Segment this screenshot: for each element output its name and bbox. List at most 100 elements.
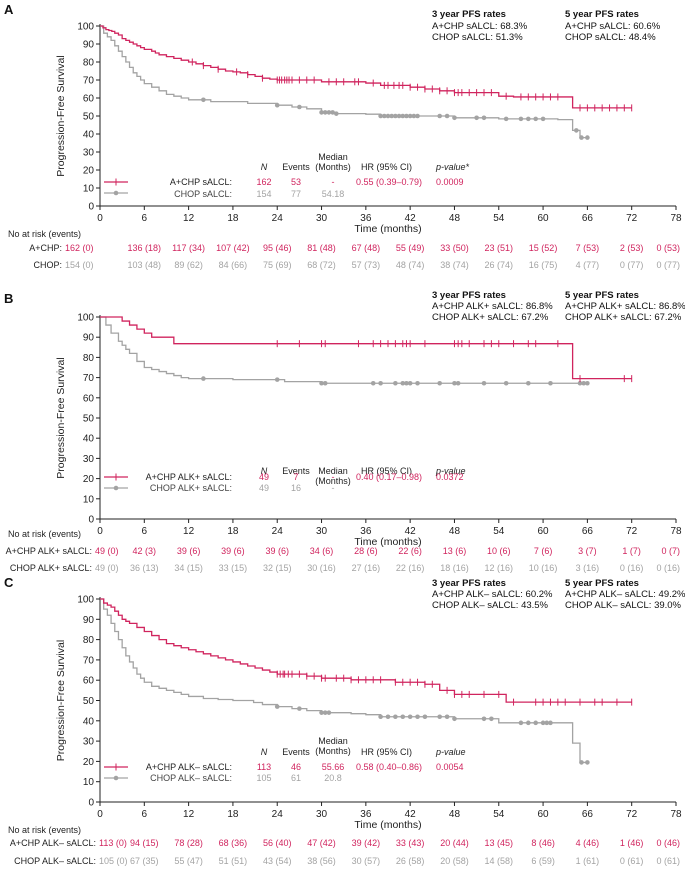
x-tick-label: 72 bbox=[626, 213, 638, 224]
censor-mark-ctrl bbox=[533, 720, 538, 726]
x-tick-label: 78 bbox=[670, 526, 682, 537]
risk-value: 26 (58) bbox=[396, 856, 425, 866]
risk-value: 0 (46) bbox=[656, 838, 680, 848]
censor-mark-ctrl bbox=[437, 714, 442, 720]
censor-mark-ctrl bbox=[393, 113, 398, 119]
censor-mark-ctrl bbox=[452, 716, 457, 722]
censor-mark-ctrl bbox=[400, 380, 406, 386]
censor-mark-ctrl bbox=[585, 135, 590, 140]
risk-value: 0 (61) bbox=[620, 856, 644, 866]
x-tick-label: 30 bbox=[316, 213, 328, 224]
x-tick-label: 66 bbox=[582, 213, 594, 224]
censor-mark-ctrl bbox=[378, 380, 383, 386]
censor-mark-ctrl bbox=[503, 380, 509, 386]
y-axis-title: Progression-Free Survival bbox=[55, 357, 67, 478]
y-tick-label: 70 bbox=[83, 76, 95, 87]
table-n: 154 bbox=[256, 189, 271, 199]
risk-value: 94 (15) bbox=[130, 838, 159, 848]
censor-mark-ctrl bbox=[201, 376, 206, 381]
pfs-3yr-ctrl: CHOP ALK– sALCL: 43.5% bbox=[432, 600, 549, 611]
x-tick-label: 42 bbox=[405, 213, 417, 224]
y-axis-title: Progression-Free Survival bbox=[55, 640, 67, 761]
x-tick-label: 24 bbox=[272, 526, 284, 537]
censor-mark-ctrl bbox=[518, 720, 524, 726]
x-tick-label: 78 bbox=[670, 213, 682, 224]
risk-value: 4 (77) bbox=[576, 260, 600, 270]
risk-value: 20 (58) bbox=[440, 856, 469, 866]
censor-mark-ctrl bbox=[322, 710, 328, 715]
x-tick-label: 42 bbox=[405, 809, 417, 820]
risk-value: 1 (46) bbox=[620, 838, 644, 848]
y-tick-label: 0 bbox=[88, 202, 94, 213]
risk-title: No at risk (events) bbox=[8, 229, 81, 239]
pfs-5yr-ctrl: CHOP sALCL: 48.4% bbox=[565, 32, 656, 43]
y-tick-label: 20 bbox=[83, 166, 95, 177]
table-n: 162 bbox=[256, 177, 271, 187]
table-median: 54.18 bbox=[322, 189, 345, 199]
table-median: 55.66 bbox=[322, 762, 345, 772]
pfs-3yr-treat: A+CHP sALCL: 68.3% bbox=[432, 21, 528, 32]
risk-row-label: CHOP ALK– sALCL: bbox=[14, 856, 96, 866]
x-tick-label: 6 bbox=[142, 526, 148, 537]
censor-mark-ctrl bbox=[407, 380, 413, 386]
x-tick-label: 48 bbox=[449, 526, 461, 537]
x-tick-label: 72 bbox=[626, 526, 638, 537]
censor-mark-ctrl bbox=[400, 113, 406, 119]
y-tick-label: 50 bbox=[83, 112, 95, 123]
censor-mark-ctrl bbox=[385, 113, 391, 119]
censor-mark-ctrl bbox=[297, 706, 302, 711]
censor-mark-ctrl bbox=[319, 710, 324, 715]
km-curve-ctrl bbox=[100, 316, 588, 384]
censor-mark-ctrl bbox=[404, 380, 409, 386]
risk-value: 103 (48) bbox=[128, 260, 162, 270]
censor-mark-ctrl bbox=[322, 110, 328, 115]
table-events: 7 bbox=[293, 472, 298, 482]
censor-mark-ctrl bbox=[330, 110, 335, 115]
risk-value: 55 (47) bbox=[174, 856, 203, 866]
censor-mark-ctrl bbox=[579, 760, 584, 765]
risk-value: 8 (46) bbox=[531, 838, 555, 848]
risk-value: 36 (13) bbox=[130, 563, 159, 573]
x-tick-label: 30 bbox=[316, 526, 328, 537]
y-tick-label: 90 bbox=[83, 333, 95, 344]
table-events: 53 bbox=[291, 177, 301, 187]
x-tick-label: 60 bbox=[538, 809, 550, 820]
x-tick-label: 42 bbox=[405, 526, 417, 537]
censor-mark-ctrl bbox=[274, 102, 280, 108]
table-row-label: CHOP sALCL: bbox=[174, 189, 232, 199]
x-tick-label: 66 bbox=[582, 809, 594, 820]
censor-mark-ctrl bbox=[518, 116, 524, 122]
table-hr: 0.40 (0.17–0.98) bbox=[356, 472, 422, 482]
risk-value: 39 (6) bbox=[221, 546, 245, 556]
table-n: 49 bbox=[259, 483, 269, 493]
risk-title: No at risk (events) bbox=[8, 825, 81, 835]
censor-mark-ctrl bbox=[201, 97, 206, 103]
x-tick-label: 78 bbox=[670, 809, 682, 820]
y-axis-title: Progression-Free Survival bbox=[55, 55, 67, 176]
risk-value: 113 (0) bbox=[99, 838, 127, 848]
risk-value: 7 (53) bbox=[576, 243, 600, 253]
risk-value: 49 (0) bbox=[95, 546, 119, 556]
x-tick-label: 0 bbox=[97, 526, 103, 537]
risk-value: 67 (35) bbox=[130, 856, 159, 866]
table-header-p: p-value bbox=[435, 747, 466, 757]
risk-value: 6 (59) bbox=[531, 856, 555, 866]
y-tick-label: 70 bbox=[83, 655, 95, 666]
x-tick-label: 48 bbox=[449, 213, 461, 224]
censor-mark-ctrl bbox=[326, 110, 332, 115]
censor-mark-ctrl bbox=[415, 113, 420, 119]
risk-value: 162 (0) bbox=[65, 243, 94, 253]
risk-value: 0 (77) bbox=[656, 260, 680, 270]
y-tick-label: 50 bbox=[83, 414, 95, 425]
legend-circle bbox=[113, 485, 119, 491]
risk-value: 0 (61) bbox=[656, 856, 680, 866]
table-events: 46 bbox=[291, 762, 301, 772]
table-median: - bbox=[332, 177, 335, 187]
y-tick-label: 100 bbox=[77, 22, 94, 33]
censor-mark-ctrl bbox=[481, 115, 487, 121]
risk-row-label: CHOP ALK+ sALCL: bbox=[10, 563, 92, 573]
censor-mark-ctrl bbox=[526, 380, 531, 386]
y-tick-label: 100 bbox=[77, 595, 94, 606]
x-tick-label: 48 bbox=[449, 809, 461, 820]
risk-value: 0 (53) bbox=[656, 243, 680, 253]
